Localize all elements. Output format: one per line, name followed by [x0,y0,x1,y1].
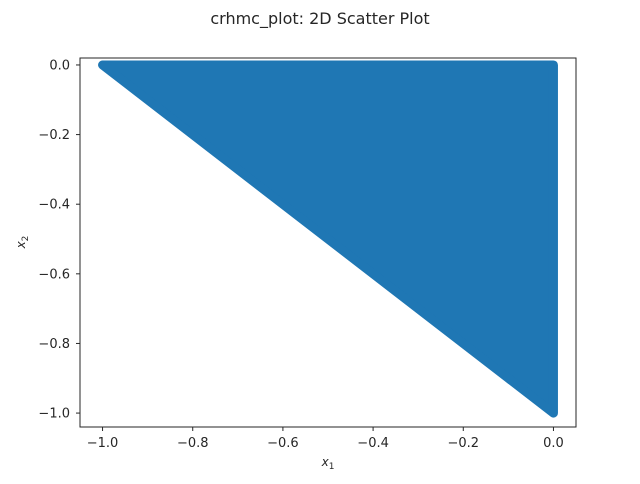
x-axis-label: x1 [321,455,335,472]
x-axis-label-subscript: 1 [329,462,335,472]
x-axis-label-main: x [321,455,330,469]
y-tick-label: −0.4 [38,198,70,213]
x-tick-label: −0.2 [447,436,479,451]
y-axis-label-subscript: 2 [21,236,31,242]
chart-title: crhmc_plot: 2D Scatter Plot [210,9,429,29]
y-axis-label-main: x [14,240,28,249]
x-tick-label: −1.0 [87,436,119,451]
y-tick-label: 0.0 [49,58,70,73]
y-tick-label: −0.8 [38,337,70,352]
x-tick-label: −0.8 [177,436,209,451]
plot-area [98,60,558,418]
x-tick-label: −0.4 [357,436,389,451]
y-tick-label: −1.0 [38,407,70,422]
y-axis-ticks: 0.0 −0.2 −0.4 −0.6 −0.8 −1.0 [38,58,80,422]
axes-frame [79,57,577,428]
x-tick-label: 0.0 [543,436,564,451]
y-axis-label: x2 [14,236,31,250]
x-axis-ticks: −1.0 −0.8 −0.6 −0.4 −0.2 0.0 [87,427,564,451]
y-tick-label: −0.6 [38,267,70,282]
x-tick-label: −0.6 [267,436,299,451]
scatter-point-region [98,60,558,418]
y-tick-label: −0.2 [38,128,70,143]
